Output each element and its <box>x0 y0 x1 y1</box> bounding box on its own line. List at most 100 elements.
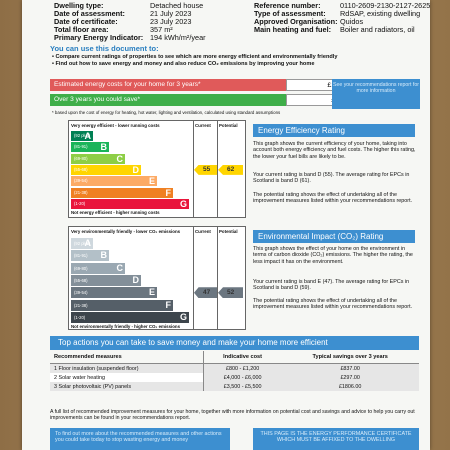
col-measures: Recommended measures <box>50 351 204 364</box>
left-label: Dwelling type: <box>54 1 104 10</box>
eir-panel-title: Environmental Impact (CO₂) Rating <box>253 230 415 243</box>
band-range: (92 plus) <box>74 241 91 246</box>
measure-saving: £297.00 <box>281 373 419 382</box>
left-value: 23 July 2023 <box>150 16 192 26</box>
current-rating-arrow: 55 <box>194 164 217 175</box>
band-range: (1-20) <box>74 314 86 320</box>
left-label: Date of assessment: <box>54 8 125 18</box>
col-savings: Typical savings over 3 years <box>281 351 419 364</box>
band-letter: B <box>100 250 108 261</box>
band-range: (55-68) <box>74 277 88 283</box>
left-label: Total floor area: <box>54 24 109 34</box>
right-value: Boiler and radiators, oil <box>340 24 415 34</box>
band-range: (92 plus) <box>74 133 91 138</box>
left-value: 21 July 2023 <box>150 8 192 18</box>
chart-top-label: Very environmentally friendly - lower CO… <box>71 229 181 234</box>
band-range: (39-54) <box>74 178 88 184</box>
see-recommendations-box: See your recommendations report for more… <box>332 79 420 109</box>
band-letter: A <box>84 131 92 141</box>
left-value: 194 kWh/m²/year <box>150 32 206 42</box>
band-letter: D <box>132 274 140 285</box>
band-range: (69-80) <box>74 155 88 161</box>
band-letter: E <box>148 287 155 298</box>
epc-certificate: Dwelling type: Detached house Date of asse… <box>22 0 430 450</box>
measure-saving: £1806.00 <box>281 382 419 391</box>
energy-cost-label: Estimated energy costs for your home for… <box>50 79 286 91</box>
band-b: (81-91) B <box>71 250 109 262</box>
band-e: (39-54) E <box>71 176 157 187</box>
measure-measure: 2 Solar water heating <box>50 373 204 382</box>
savings-row: Over 3 years you could save* £1,134 <box>50 94 419 106</box>
left-value: 357 m² <box>150 24 173 34</box>
table-row: 3 Solar photovoltaic (PV) panels £3,500 -… <box>50 382 419 391</box>
right-value: Quidos <box>340 16 364 26</box>
column-divider <box>217 121 218 217</box>
band-range: (21-38) <box>74 302 88 308</box>
column-divider <box>217 227 218 329</box>
use-doc-bullet-2: • Find out how to save energy and money … <box>52 61 315 67</box>
band-range: (1-20) <box>74 200 86 206</box>
band-c: (69-80) C <box>71 262 125 274</box>
right-value: 0110-2609-2130-2127-2625 <box>340 1 430 10</box>
band-range: (81-91) <box>74 253 88 259</box>
measure-cost: £4,000 - £6,000 <box>202 373 282 382</box>
right-value: RdSAP, existing dwelling <box>340 8 421 18</box>
cost-footnote: * based upon the cost of energy for heat… <box>52 110 281 115</box>
band-letter: D <box>132 164 140 175</box>
eir-paragraph-2: Your current rating is band E (47). The … <box>253 279 410 292</box>
environmental-impact-chart: Very environmentally friendly - lower CO… <box>68 226 246 330</box>
band-range: (55-68) <box>74 166 88 172</box>
band-g: (1-20) G <box>71 311 189 323</box>
current-column-header: Current <box>195 123 211 128</box>
band-letter: E <box>148 176 155 187</box>
right-label: Reference number: <box>254 1 321 10</box>
band-range: (39-54) <box>74 290 88 296</box>
band-letter: C <box>116 153 124 164</box>
footer-text: A full list of recommended improvement m… <box>50 409 415 422</box>
current-column-header: Current <box>195 229 211 234</box>
band-range: (69-80) <box>74 265 88 271</box>
column-divider <box>193 121 194 217</box>
affix-notice-box: THIS PAGE IS THE ENERGY PERFORMANCE CERT… <box>253 428 419 450</box>
band-letter: C <box>116 262 124 273</box>
chart-top-label: Very energy efficient - lower running co… <box>71 123 160 128</box>
band-letter: F <box>165 187 172 198</box>
eer-paragraph-1: This graph shows the current efficiency … <box>253 141 416 160</box>
band-letter: G <box>179 311 187 322</box>
eir-paragraph-1: This graph shows the effect of your home… <box>253 246 413 265</box>
left-value: Detached house <box>150 1 204 10</box>
chart-bottom-label: Not energy efficient - higher running co… <box>71 210 160 216</box>
band-d: (55-68) D <box>71 274 141 286</box>
potential-column-header: Potential <box>219 123 238 128</box>
chart-bottom-label: Not environmentally friendly - higher CO… <box>71 324 181 330</box>
energy-efficiency-chart: Very energy efficient - lower running co… <box>68 120 246 218</box>
use-doc-bullet-1: • Compare current ratings of properties … <box>52 54 338 60</box>
eir-paragraph-3: The potential rating shows the effect of… <box>253 298 413 311</box>
band-range: (81-91) <box>74 144 88 150</box>
measure-measure: 3 Solar photovoltaic (PV) panels <box>50 382 204 391</box>
col-cost: Indicative cost <box>202 351 282 364</box>
band-e: (39-54) E <box>71 287 157 299</box>
current-rating-arrow: 47 <box>194 287 217 299</box>
band-f: (21-38) F <box>71 187 173 198</box>
band-range: (21-38) <box>74 189 88 195</box>
band-f: (21-38) F <box>71 299 173 311</box>
eer-paragraph-3: The potential rating shows the effect of… <box>253 192 413 205</box>
eer-panel-title: Energy Efficiency Rating <box>253 124 415 137</box>
left-label: Date of certificate: <box>54 16 118 26</box>
band-a: (92 plus) A <box>71 238 93 249</box>
potential-rating-arrow: 62 <box>218 164 243 175</box>
left-label: Primary Energy Indicator: <box>54 32 144 42</box>
right-label: Type of assessment: <box>254 8 326 18</box>
band-letter: G <box>179 198 187 209</box>
use-doc-title: You can use this document to: <box>50 44 159 53</box>
find-out-more-box: To find out more about the recommended m… <box>50 428 230 450</box>
band-g: (1-20) G <box>71 198 189 209</box>
band-a: (92 plus) A <box>71 131 93 141</box>
measures-table: Recommended measures Indicative cost Typ… <box>50 351 419 391</box>
band-c: (69-80) C <box>71 153 125 164</box>
table-row: 1 Floor insulation (suspended floor) £800… <box>50 363 419 373</box>
band-letter: A <box>84 238 92 248</box>
band-d: (55-68) D <box>71 164 141 175</box>
band-letter: F <box>165 299 172 310</box>
